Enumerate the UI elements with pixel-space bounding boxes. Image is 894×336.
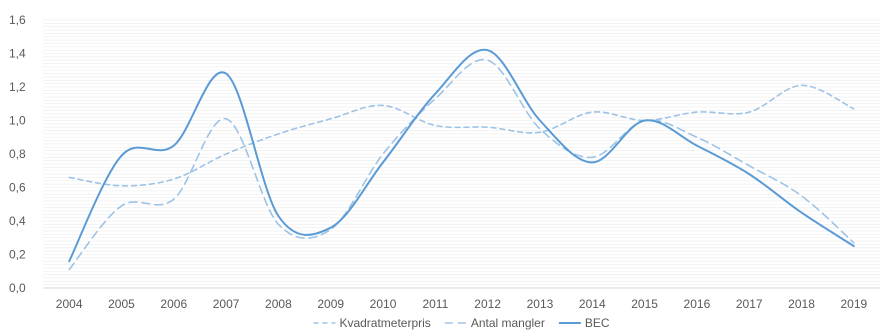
x-tick-label: 2006	[160, 297, 187, 311]
series-line-kvadratmeterpris	[68, 84, 855, 187]
x-tick-label: 2019	[840, 297, 867, 311]
y-tick-label: 0,4	[9, 214, 26, 228]
y-tick-label: 1,4	[9, 47, 26, 61]
series-line-bec	[68, 48, 855, 263]
x-tick-label: 2010	[370, 297, 397, 311]
y-axis-tick-labels: 0,0 0,2 0,4 0,6 0,8 1,0 1,2 1,4 1,6	[9, 13, 26, 295]
x-tick-label: 2005	[108, 297, 135, 311]
y-tick-label: 0,6	[9, 181, 26, 195]
y-tick-label: 1,0	[9, 114, 26, 128]
x-tick-label: 2008	[265, 297, 292, 311]
x-tick-label: 2015	[631, 297, 658, 311]
x-tick-label: 2009	[317, 297, 344, 311]
x-tick-label: 2004	[56, 297, 83, 311]
legend-label-antal-mangler: Antal mangler	[471, 316, 545, 330]
x-tick-label: 2007	[213, 297, 240, 311]
y-tick-label: 0,8	[9, 147, 26, 161]
legend-label-bec: BEC	[585, 316, 610, 330]
series-line-antal-mangler	[68, 58, 855, 271]
x-tick-label: 2012	[474, 297, 501, 311]
y-tick-label: 1,6	[9, 13, 26, 27]
y-tick-label: 1,2	[9, 80, 26, 94]
x-axis-tick-labels: 2004 2005 2006 2007 2008 2009 2010 2011 2012 2013…	[56, 297, 868, 311]
x-tick-label: 2018	[788, 297, 815, 311]
gridlines	[43, 19, 880, 289]
legend: Kvadratmeterpris Antal mangler BEC	[313, 316, 610, 330]
y-tick-label: 0,0	[9, 281, 26, 295]
legend-label-kvadratmeterpris: Kvadratmeterpris	[339, 316, 430, 330]
series-lines	[68, 48, 855, 271]
y-tick-label: 0,2	[9, 248, 26, 262]
x-tick-label: 2013	[527, 297, 554, 311]
x-tick-label: 2011	[422, 297, 448, 311]
x-tick-label: 2016	[684, 297, 711, 311]
x-tick-label: 2014	[579, 297, 606, 311]
x-tick-label: 2017	[736, 297, 763, 311]
